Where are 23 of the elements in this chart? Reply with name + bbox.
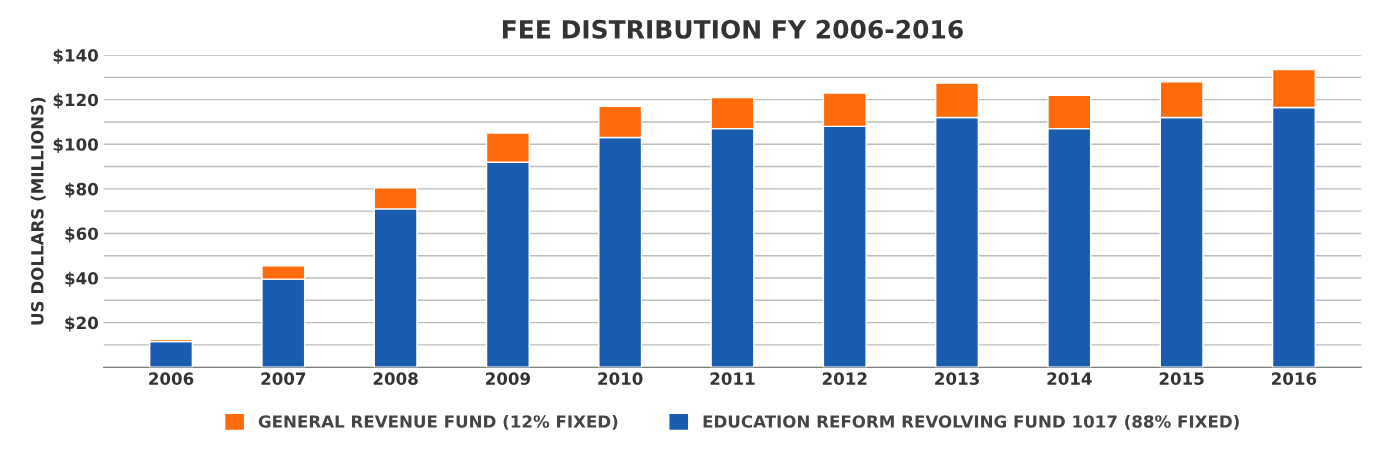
- y-tick-label: $20: [65, 316, 98, 332]
- y-tick-label: $120: [53, 93, 98, 109]
- y-tick-label: $80: [65, 182, 98, 198]
- x-tick-label: 2016: [1272, 372, 1317, 385]
- x-tick-label: 2007: [261, 372, 306, 385]
- y-tick-label: $40: [65, 271, 98, 287]
- x-tick-label: 2013: [935, 372, 979, 385]
- x-tick-label: 2011: [710, 372, 755, 385]
- x-tick-label: 2014: [1047, 372, 1092, 385]
- x-tick-label: 2015: [1159, 372, 1204, 385]
- y-tick-label: $100: [53, 137, 98, 154]
- bar: [148, 340, 194, 368]
- x-tick-label: 2010: [598, 372, 643, 385]
- y-tick-label: $140: [53, 48, 98, 64]
- x-tick-label: 2012: [822, 372, 867, 385]
- legend-label: GENERAL REVENUE FUND (12% FIXED): [258, 414, 618, 430]
- x-tick-label: 2006: [149, 372, 194, 385]
- y-axis-title: US DOLLARS (MILLIONS): [30, 97, 46, 325]
- legend-label: EDUCATION REFORM REVOLVING FUND 1017 (88% FIXED): [703, 414, 1239, 430]
- y-tick-label: $60: [65, 227, 98, 243]
- x-tick-label: 2008: [373, 372, 418, 385]
- x-tick-label: 2009: [486, 372, 531, 385]
- chart-title: FEE DISTRIBUTION FY 2006-2016: [502, 19, 963, 39]
